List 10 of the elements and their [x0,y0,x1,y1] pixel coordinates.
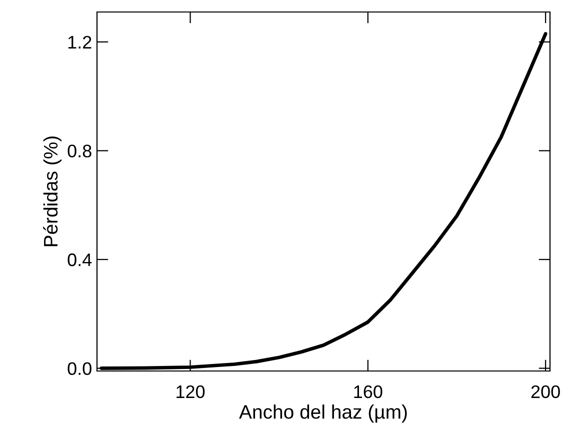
x-tick-label: 160 [354,385,382,398]
x-tick-label: 120 [176,385,205,398]
y-tick-label: 0.0 [68,362,92,375]
line-series [100,32,548,370]
y-axis-title: Pérdidas (%) [43,136,62,246]
x-tick-label: 200 [531,385,560,398]
y-tick-label: 0.8 [68,144,92,158]
x-axis-title: Ancho del haz (µm) [239,404,407,423]
y-tick-label: 0.4 [68,253,92,266]
y-tick-label: 1.2 [68,36,92,48]
